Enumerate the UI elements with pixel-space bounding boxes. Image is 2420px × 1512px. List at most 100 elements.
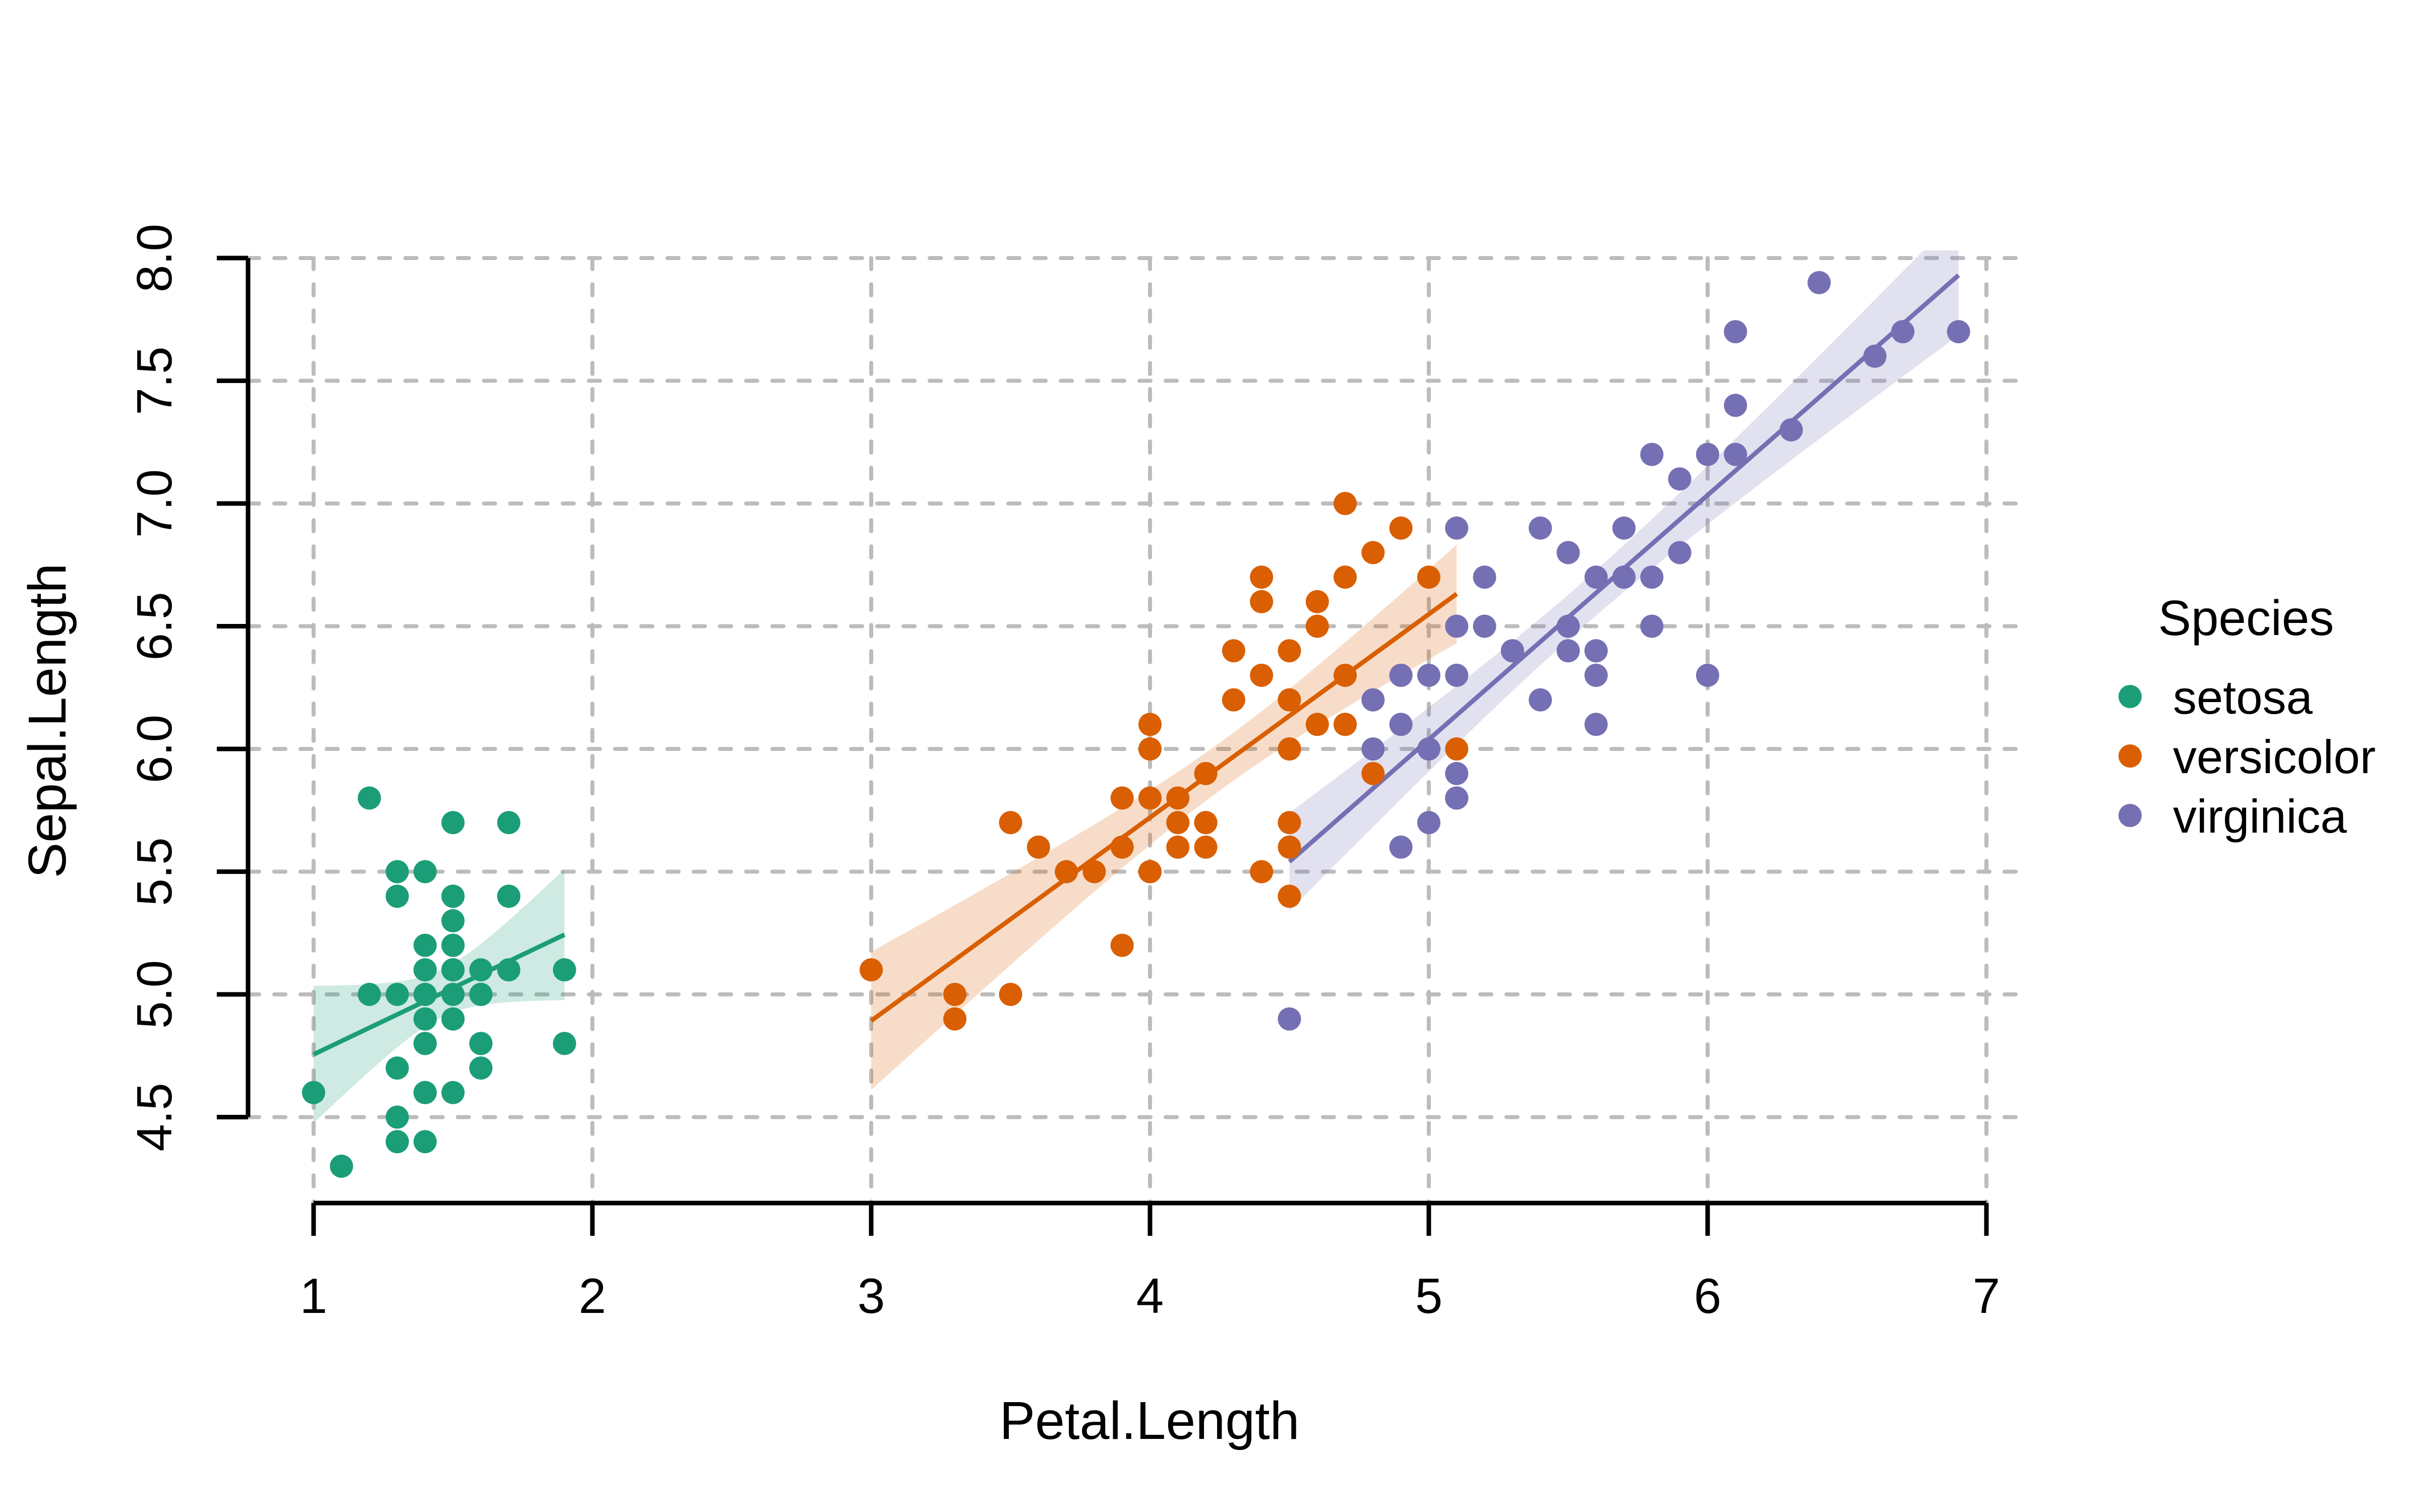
data-point [469,983,493,1006]
data-point [413,860,437,884]
data-point [1473,614,1496,638]
data-point [1361,688,1385,712]
regression-line-versicolor [870,592,1458,1023]
data-point [1389,663,1413,687]
data-point [1612,516,1636,540]
data-point [1891,320,1915,344]
data-point [1250,860,1274,884]
regression-line-setosa [313,932,566,1057]
data-point [1556,541,1580,564]
data-point [330,1154,353,1178]
legend-swatch-setosa [2119,685,2142,708]
y-tick-label: 7.0 [127,469,182,538]
data-point [1724,443,1747,466]
confidence-band-virginica [1289,250,1959,911]
data-point [1389,835,1413,859]
data-point [1445,663,1469,687]
data-point [1194,811,1218,835]
y-tick-label: 6.0 [127,715,182,783]
data-point [553,958,576,982]
data-point [1110,835,1134,859]
data-point [441,958,465,982]
data-point [1250,590,1274,613]
data-point [1696,443,1719,466]
data-point [1389,516,1413,540]
data-point [441,1007,465,1031]
data-point [357,983,381,1006]
data-point [1305,590,1329,613]
data-point [1445,516,1469,540]
x-tick-label: 5 [1415,1268,1443,1324]
data-point [1278,688,1301,712]
data-point [1361,541,1385,564]
y-tick-label: 4.5 [127,1083,182,1151]
legend-swatch-versicolor [2119,744,2142,768]
data-point [1640,443,1664,466]
data-point [1305,713,1329,736]
data-point [1026,835,1050,859]
data-point [413,1032,437,1055]
data-point [1445,737,1469,761]
legend-label-setosa: setosa [2173,671,2313,724]
y-axis-title: Sepal.Length [18,563,77,878]
data-point [1779,418,1803,442]
x-tick-label: 4 [1136,1268,1164,1324]
data-point [999,811,1022,835]
y-tick-label: 5.5 [127,837,182,906]
data-point [1529,688,1552,712]
data-point [553,1032,576,1055]
data-point [469,1056,493,1080]
data-point [1334,713,1357,736]
x-tick-label: 6 [1694,1268,1722,1324]
data-point [1445,614,1469,638]
legend-label-virginica: virginica [2173,790,2347,843]
data-point [1529,516,1552,540]
data-point [1278,737,1301,761]
data-point [1138,737,1162,761]
data-point [1082,860,1106,884]
legend: Species setosa versicolor virginica [2119,590,2376,843]
data-point [385,1105,409,1129]
data-point [1640,614,1664,638]
data-point [1473,565,1496,589]
data-point [357,786,381,810]
data-point [385,860,409,884]
data-point [999,983,1022,1006]
data-point [1947,320,1970,344]
data-point [1194,762,1218,785]
legend-label-versicolor: versicolor [2173,730,2376,783]
data-point [1055,860,1078,884]
data-point [1194,835,1218,859]
data-point [1278,639,1301,663]
data-point [1668,467,1691,491]
data-point [413,1081,437,1104]
data-point [497,885,521,908]
data-point [1334,565,1357,589]
data-point [1138,713,1162,736]
data-point [1556,614,1580,638]
data-point [1222,688,1245,712]
data-point [1668,541,1691,564]
data-point [943,983,966,1006]
x-tick-label: 2 [579,1268,607,1324]
data-point [1166,835,1190,859]
data-point [1278,811,1301,835]
data-point [1724,320,1747,344]
data-point [860,958,883,982]
data-point [441,885,465,908]
data-point [497,811,521,835]
legend-title: Species [2158,590,2334,646]
data-point [1584,713,1608,736]
data-point [1724,394,1747,417]
data-point [1278,1007,1301,1031]
data-point [1138,860,1162,884]
data-point [441,1081,465,1104]
data-point [1584,639,1608,663]
x-tick-label: 3 [858,1268,885,1324]
data-point [1278,835,1301,859]
axes [217,256,1989,1236]
data-point [1417,565,1440,589]
data-points [302,271,1970,1178]
data-point [1278,885,1301,908]
